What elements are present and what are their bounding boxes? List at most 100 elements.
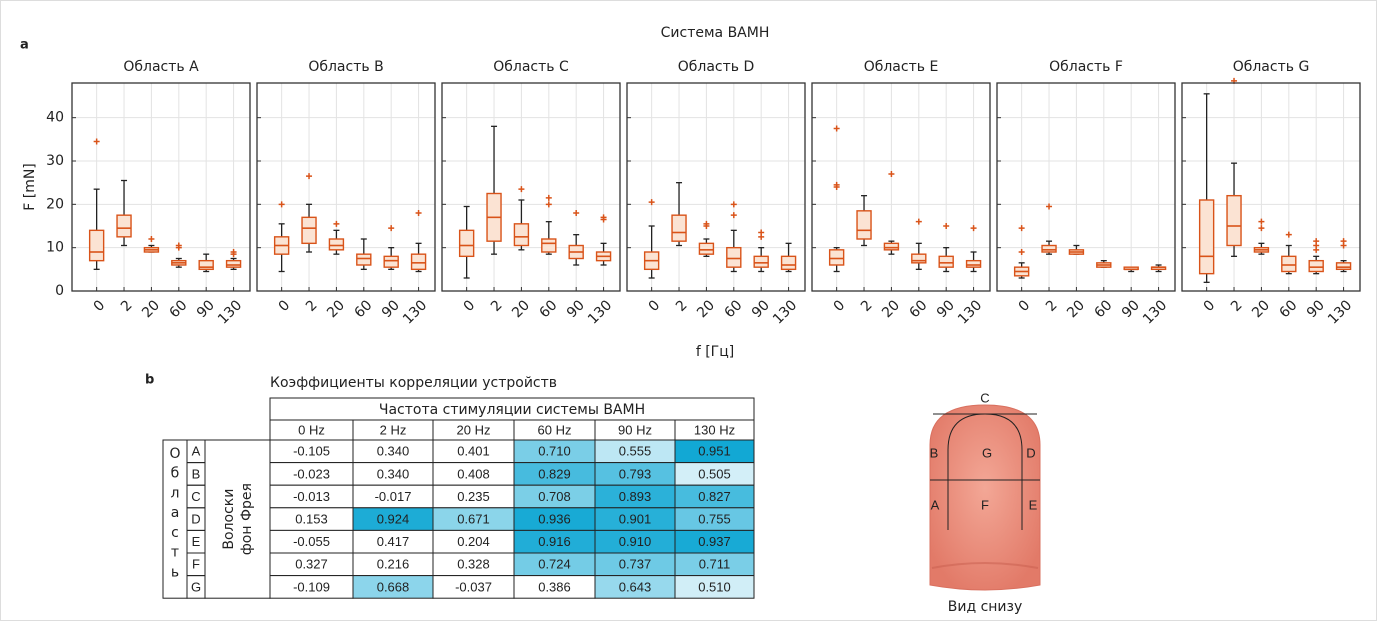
value: 0.510 bbox=[698, 579, 731, 594]
column-header: 60 Hz bbox=[538, 422, 572, 437]
y-tick-label: 20 bbox=[46, 196, 64, 212]
box bbox=[117, 215, 131, 237]
value: 0.829 bbox=[538, 466, 571, 481]
box bbox=[460, 230, 474, 256]
value: 0.893 bbox=[619, 489, 652, 504]
region-label: E bbox=[1029, 497, 1038, 512]
row-label: B bbox=[192, 466, 201, 481]
box bbox=[857, 211, 871, 239]
box bbox=[727, 248, 741, 268]
box bbox=[542, 239, 556, 252]
value: 0.936 bbox=[538, 512, 571, 527]
row-label: F bbox=[192, 557, 200, 572]
value: -0.055 bbox=[293, 534, 330, 549]
value: 0.235 bbox=[457, 489, 490, 504]
box bbox=[514, 224, 528, 246]
value: 0.708 bbox=[538, 489, 571, 504]
value: 0.937 bbox=[698, 534, 731, 549]
x-axis-label: f [Гц] bbox=[696, 344, 734, 360]
y-tick-label: 10 bbox=[46, 240, 64, 256]
box bbox=[1309, 261, 1323, 272]
box bbox=[699, 243, 713, 254]
value: -0.023 bbox=[293, 466, 330, 481]
chart-title: Область G bbox=[1233, 59, 1310, 75]
region-label: D bbox=[1026, 445, 1035, 460]
value: 0.408 bbox=[457, 466, 490, 481]
row-label: C bbox=[191, 489, 200, 504]
value: 0.901 bbox=[619, 512, 652, 527]
value: 0.711 bbox=[699, 557, 731, 572]
row-label: D bbox=[191, 512, 200, 527]
diagram-caption: Вид снизу bbox=[948, 599, 1023, 615]
value: -0.017 bbox=[375, 489, 412, 504]
column-header: 90 Hz bbox=[618, 422, 652, 437]
value: -0.109 bbox=[293, 579, 330, 594]
row-group-name: фон Фрея bbox=[239, 483, 255, 555]
value: 0.505 bbox=[698, 466, 731, 481]
value: 0.328 bbox=[457, 557, 490, 572]
value: 0.924 bbox=[377, 512, 410, 527]
box bbox=[1282, 256, 1296, 271]
region-label: C bbox=[980, 390, 989, 405]
value: 0.153 bbox=[295, 512, 328, 527]
value: 0.327 bbox=[295, 557, 328, 572]
value: 0.710 bbox=[538, 444, 571, 459]
box bbox=[830, 250, 844, 265]
box bbox=[1200, 200, 1214, 274]
value: 0.671 bbox=[457, 512, 490, 527]
value: 0.216 bbox=[377, 557, 410, 572]
box bbox=[939, 256, 953, 267]
column-header: 20 Hz bbox=[457, 422, 491, 437]
y-tick-label: 0 bbox=[55, 283, 64, 299]
region-label: A bbox=[931, 497, 940, 512]
box bbox=[1227, 196, 1241, 246]
value: 0.386 bbox=[538, 579, 571, 594]
chart-title: Область D bbox=[678, 59, 755, 75]
figure-title: Система BAMH bbox=[661, 25, 770, 41]
row-group-name: Волоски bbox=[221, 489, 237, 550]
value: -0.105 bbox=[293, 444, 330, 459]
box bbox=[199, 261, 213, 270]
value: 0.737 bbox=[619, 557, 652, 572]
chart-title: Область F bbox=[1049, 59, 1123, 75]
value: 0.827 bbox=[698, 489, 731, 504]
value: 0.951 bbox=[698, 444, 731, 459]
value: -0.037 bbox=[455, 579, 492, 594]
box bbox=[884, 243, 898, 250]
box bbox=[754, 256, 768, 267]
value: 0.643 bbox=[619, 579, 652, 594]
box bbox=[1337, 263, 1351, 270]
value: 0.204 bbox=[457, 534, 490, 549]
box bbox=[357, 254, 371, 265]
box bbox=[782, 256, 796, 269]
value: 0.340 bbox=[377, 466, 410, 481]
box bbox=[227, 261, 241, 268]
chart-title: Область C bbox=[493, 59, 569, 75]
box bbox=[302, 217, 316, 243]
row-label: E bbox=[192, 534, 201, 549]
column-header: 2 Hz bbox=[380, 422, 407, 437]
region-label: B bbox=[930, 445, 939, 460]
figure: a Система BAMH f [Гц] F [mN] b Коэффицие… bbox=[0, 0, 1377, 621]
value: 0.755 bbox=[698, 512, 731, 527]
table-header: Частота стимуляции системы BAMH bbox=[379, 402, 645, 418]
value: 0.417 bbox=[377, 534, 410, 549]
value: 0.910 bbox=[619, 534, 652, 549]
value: 0.668 bbox=[377, 579, 410, 594]
value: 0.340 bbox=[377, 444, 410, 459]
chart-title: Область B bbox=[308, 59, 383, 75]
y-axis-label: F [mN] bbox=[22, 163, 38, 211]
value: 0.724 bbox=[538, 557, 571, 572]
value: -0.013 bbox=[293, 489, 330, 504]
box bbox=[967, 261, 981, 268]
value: 0.916 bbox=[538, 534, 571, 549]
box bbox=[412, 254, 426, 269]
column-header: 0 Hz bbox=[298, 422, 325, 437]
region-label: G bbox=[982, 445, 992, 460]
region-label: F bbox=[981, 497, 989, 512]
box bbox=[912, 254, 926, 263]
chart-title: Область A bbox=[123, 59, 199, 75]
box bbox=[1042, 246, 1056, 253]
box bbox=[90, 230, 104, 260]
